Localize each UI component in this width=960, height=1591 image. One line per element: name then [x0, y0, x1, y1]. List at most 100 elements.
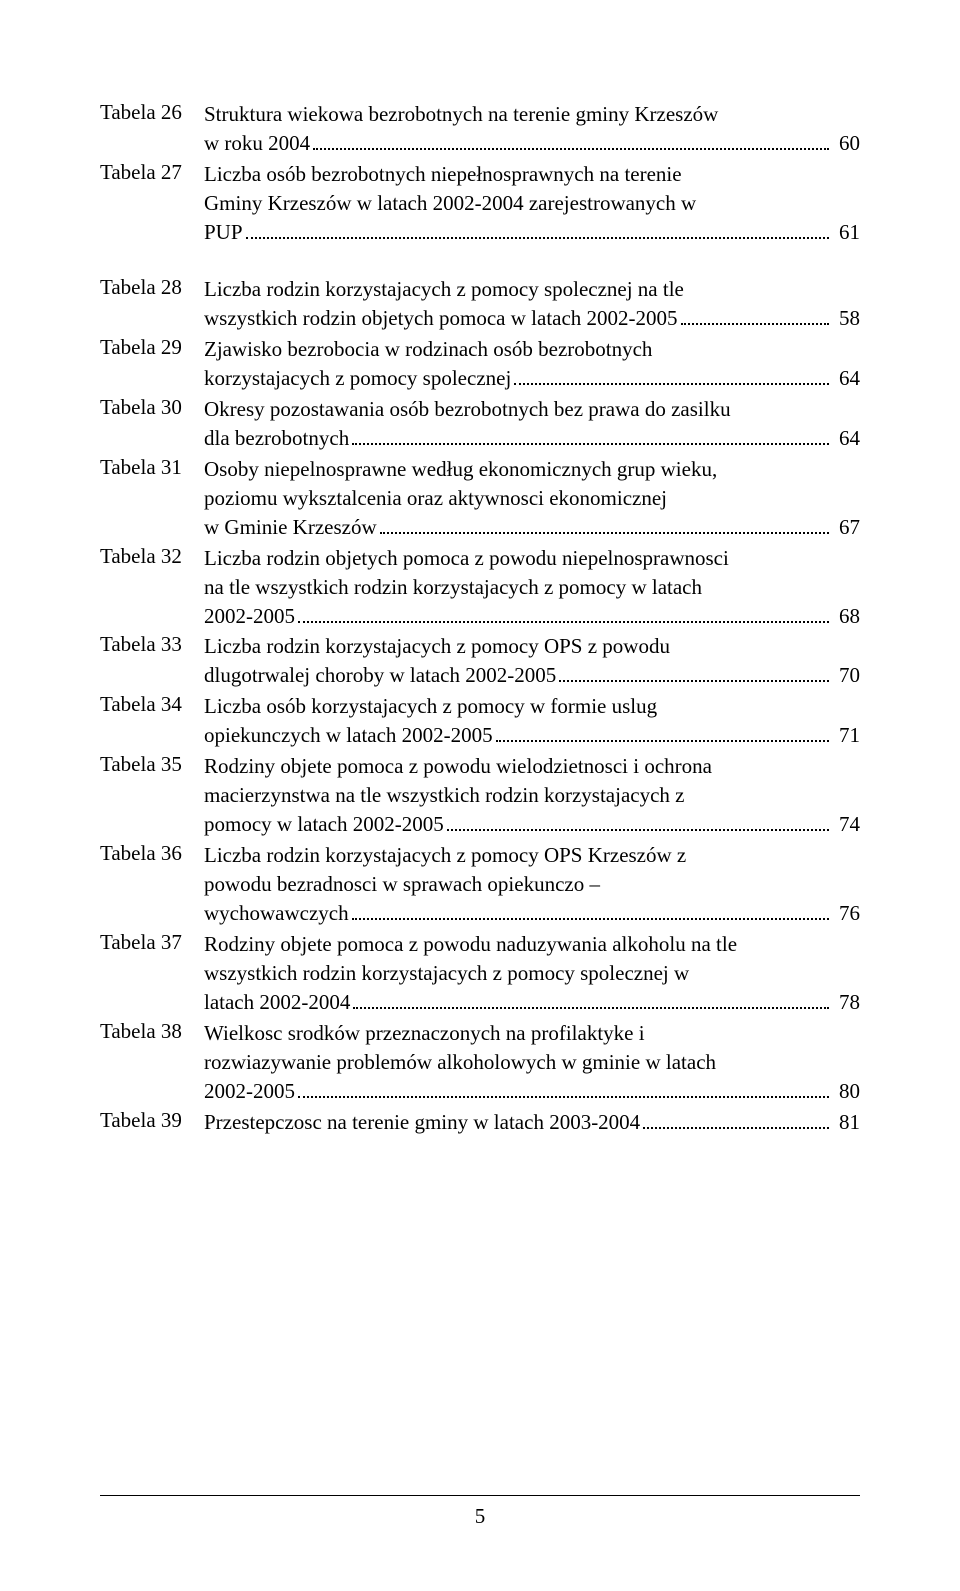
toc-label: Tabela 35	[100, 752, 204, 777]
toc-body: Liczba rodzin korzystajacych z pomocy OP…	[204, 632, 860, 690]
toc-text: poziomu wyksztalcenia oraz aktywnosci ek…	[204, 484, 667, 513]
toc-text: wszystkich rodzin objetych pomoca w lata…	[204, 304, 678, 333]
toc-leader-dots	[298, 1096, 829, 1098]
toc-text: opiekunczych w latach 2002-2005	[204, 721, 493, 750]
toc-label: Tabela 30	[100, 395, 204, 420]
toc-line: PUP61	[204, 218, 860, 247]
toc-body: Okresy pozostawania osób bezrobotnych be…	[204, 395, 860, 453]
toc-leader-dots	[380, 532, 829, 534]
toc-entry: Tabela 39Przestepczosc na terenie gminy …	[100, 1108, 860, 1137]
toc-text: Przestepczosc na terenie gminy w latach …	[204, 1108, 640, 1137]
toc-leader-dots	[352, 918, 829, 920]
toc-line: korzystajacych z pomocy spolecznej 64	[204, 364, 860, 393]
toc-page-number: 74	[832, 810, 860, 839]
toc-page-number: 80	[832, 1077, 860, 1106]
toc-line: 2002-2005 80	[204, 1077, 860, 1106]
toc-body: Liczba rodzin korzystajacych z pomocy OP…	[204, 841, 860, 928]
toc-line: Osoby niepelnosprawne według ekonomiczny…	[204, 455, 860, 484]
toc-text: korzystajacych z pomocy spolecznej	[204, 364, 511, 393]
toc-line: Liczba rodzin korzystajacych z pomocy OP…	[204, 841, 860, 870]
toc-text: latach 2002-2004	[204, 988, 350, 1017]
toc-body: Liczba rodzin korzystajacych z pomocy sp…	[204, 275, 860, 333]
toc-label: Tabela 34	[100, 692, 204, 717]
toc-label: Tabela 37	[100, 930, 204, 955]
toc-text: Liczba osób bezrobotnych niepełnosprawny…	[204, 160, 682, 189]
toc-text: dlugotrwalej choroby w latach 2002-2005	[204, 661, 556, 690]
toc-text: wszystkich rodzin korzystajacych z pomoc…	[204, 959, 689, 988]
toc-line: powodu bezradnosci w sprawach opiekunczo…	[204, 870, 860, 899]
toc-text: PUP	[204, 218, 243, 247]
toc-line: Liczba rodzin korzystajacych z pomocy OP…	[204, 632, 860, 661]
toc-leader-dots	[298, 621, 829, 623]
toc-line: Liczba rodzin korzystajacych z pomocy sp…	[204, 275, 860, 304]
footer-rule	[100, 1495, 860, 1496]
toc-line: dla bezrobotnych 64	[204, 424, 860, 453]
toc-body: Osoby niepelnosprawne według ekonomiczny…	[204, 455, 860, 542]
toc-entry: Tabela 34Liczba osób korzystajacych z po…	[100, 692, 860, 750]
toc-entry: Tabela 36Liczba rodzin korzystajacych z …	[100, 841, 860, 928]
toc-line: w Gminie Krzeszów67	[204, 513, 860, 542]
toc-entry: Tabela 27Liczba osób bezrobotnych niepeł…	[100, 160, 860, 247]
toc-text: Osoby niepelnosprawne według ekonomiczny…	[204, 455, 717, 484]
toc-line: Gminy Krzeszów w latach 2002-2004 zareje…	[204, 189, 860, 218]
toc-body: Struktura wiekowa bezrobotnych na tereni…	[204, 100, 860, 158]
toc-leader-dots	[352, 443, 829, 445]
toc-line: wszystkich rodzin korzystajacych z pomoc…	[204, 959, 860, 988]
toc-body: Liczba osób bezrobotnych niepełnosprawny…	[204, 160, 860, 247]
toc-text: 2002-2005	[204, 1077, 295, 1106]
toc-line: rozwiazywanie problemów alkoholowych w g…	[204, 1048, 860, 1077]
toc-label: Tabela 26	[100, 100, 204, 125]
toc-page-number: 81	[832, 1108, 860, 1137]
toc-text: Rodziny objete pomoca z powodu naduzywan…	[204, 930, 737, 959]
toc-line: Liczba rodzin objetych pomoca z powodu n…	[204, 544, 860, 573]
toc-text: na tle wszystkich rodzin korzystajacych …	[204, 573, 702, 602]
toc-page-number: 58	[832, 304, 860, 333]
toc-body: Przestepczosc na terenie gminy w latach …	[204, 1108, 860, 1137]
toc-line: 2002-2005 68	[204, 602, 860, 631]
toc-text: Wielkosc srodków przeznaczonych na profi…	[204, 1019, 645, 1048]
toc-text: dla bezrobotnych	[204, 424, 349, 453]
toc-line: macierzynstwa na tle wszystkich rodzin k…	[204, 781, 860, 810]
toc-entry: Tabela 32Liczba rodzin objetych pomoca z…	[100, 544, 860, 631]
toc-leader-dots	[313, 148, 829, 150]
toc-leader-dots	[496, 740, 829, 742]
toc-line: Okresy pozostawania osób bezrobotnych be…	[204, 395, 860, 424]
toc-label: Tabela 32	[100, 544, 204, 569]
toc-line: poziomu wyksztalcenia oraz aktywnosci ek…	[204, 484, 860, 513]
toc-page-number: 71	[832, 721, 860, 750]
toc-line: Przestepczosc na terenie gminy w latach …	[204, 1108, 860, 1137]
toc-text: Liczba rodzin korzystajacych z pomocy OP…	[204, 841, 686, 870]
toc-body: Liczba osób korzystajacych z pomocy w fo…	[204, 692, 860, 750]
toc-line: Zjawisko bezrobocia w rodzinach osób bez…	[204, 335, 860, 364]
toc-line: wychowawczych76	[204, 899, 860, 928]
toc-leader-dots	[681, 323, 829, 325]
toc-line: Wielkosc srodków przeznaczonych na profi…	[204, 1019, 860, 1048]
toc-page-number: 64	[832, 424, 860, 453]
toc-line: Liczba osób bezrobotnych niepełnosprawny…	[204, 160, 860, 189]
toc-line: dlugotrwalej choroby w latach 2002-20057…	[204, 661, 860, 690]
toc-page-number: 68	[832, 602, 860, 631]
toc-line: Liczba osób korzystajacych z pomocy w fo…	[204, 692, 860, 721]
toc-label: Tabela 39	[100, 1108, 204, 1133]
toc-page-number: 64	[832, 364, 860, 393]
toc-body: Rodziny objete pomoca z powodu naduzywan…	[204, 930, 860, 1017]
toc-leader-dots	[447, 829, 829, 831]
toc-text: Liczba rodzin korzystajacych z pomocy sp…	[204, 275, 684, 304]
toc-entry: Tabela 33Liczba rodzin korzystajacych z …	[100, 632, 860, 690]
toc-label: Tabela 38	[100, 1019, 204, 1044]
toc-entry: Tabela 30Okresy pozostawania osób bezrob…	[100, 395, 860, 453]
toc-entry: Tabela 31Osoby niepelnosprawne według ek…	[100, 455, 860, 542]
toc-text: pomocy w latach 2002-2005	[204, 810, 444, 839]
toc-body: Wielkosc srodków przeznaczonych na profi…	[204, 1019, 860, 1106]
toc-label: Tabela 36	[100, 841, 204, 866]
page-number: 5	[100, 1504, 860, 1529]
toc-entry: Tabela 28Liczba rodzin korzystajacych z …	[100, 275, 860, 333]
toc-label: Tabela 27	[100, 160, 204, 185]
toc-label: Tabela 28	[100, 275, 204, 300]
toc-text: Liczba rodzin korzystajacych z pomocy OP…	[204, 632, 670, 661]
toc-text: Liczba osób korzystajacych z pomocy w fo…	[204, 692, 657, 721]
toc-text: 2002-2005	[204, 602, 295, 631]
toc-leader-dots	[643, 1127, 829, 1129]
toc-text: macierzynstwa na tle wszystkich rodzin k…	[204, 781, 684, 810]
toc-line: latach 2002-200478	[204, 988, 860, 1017]
